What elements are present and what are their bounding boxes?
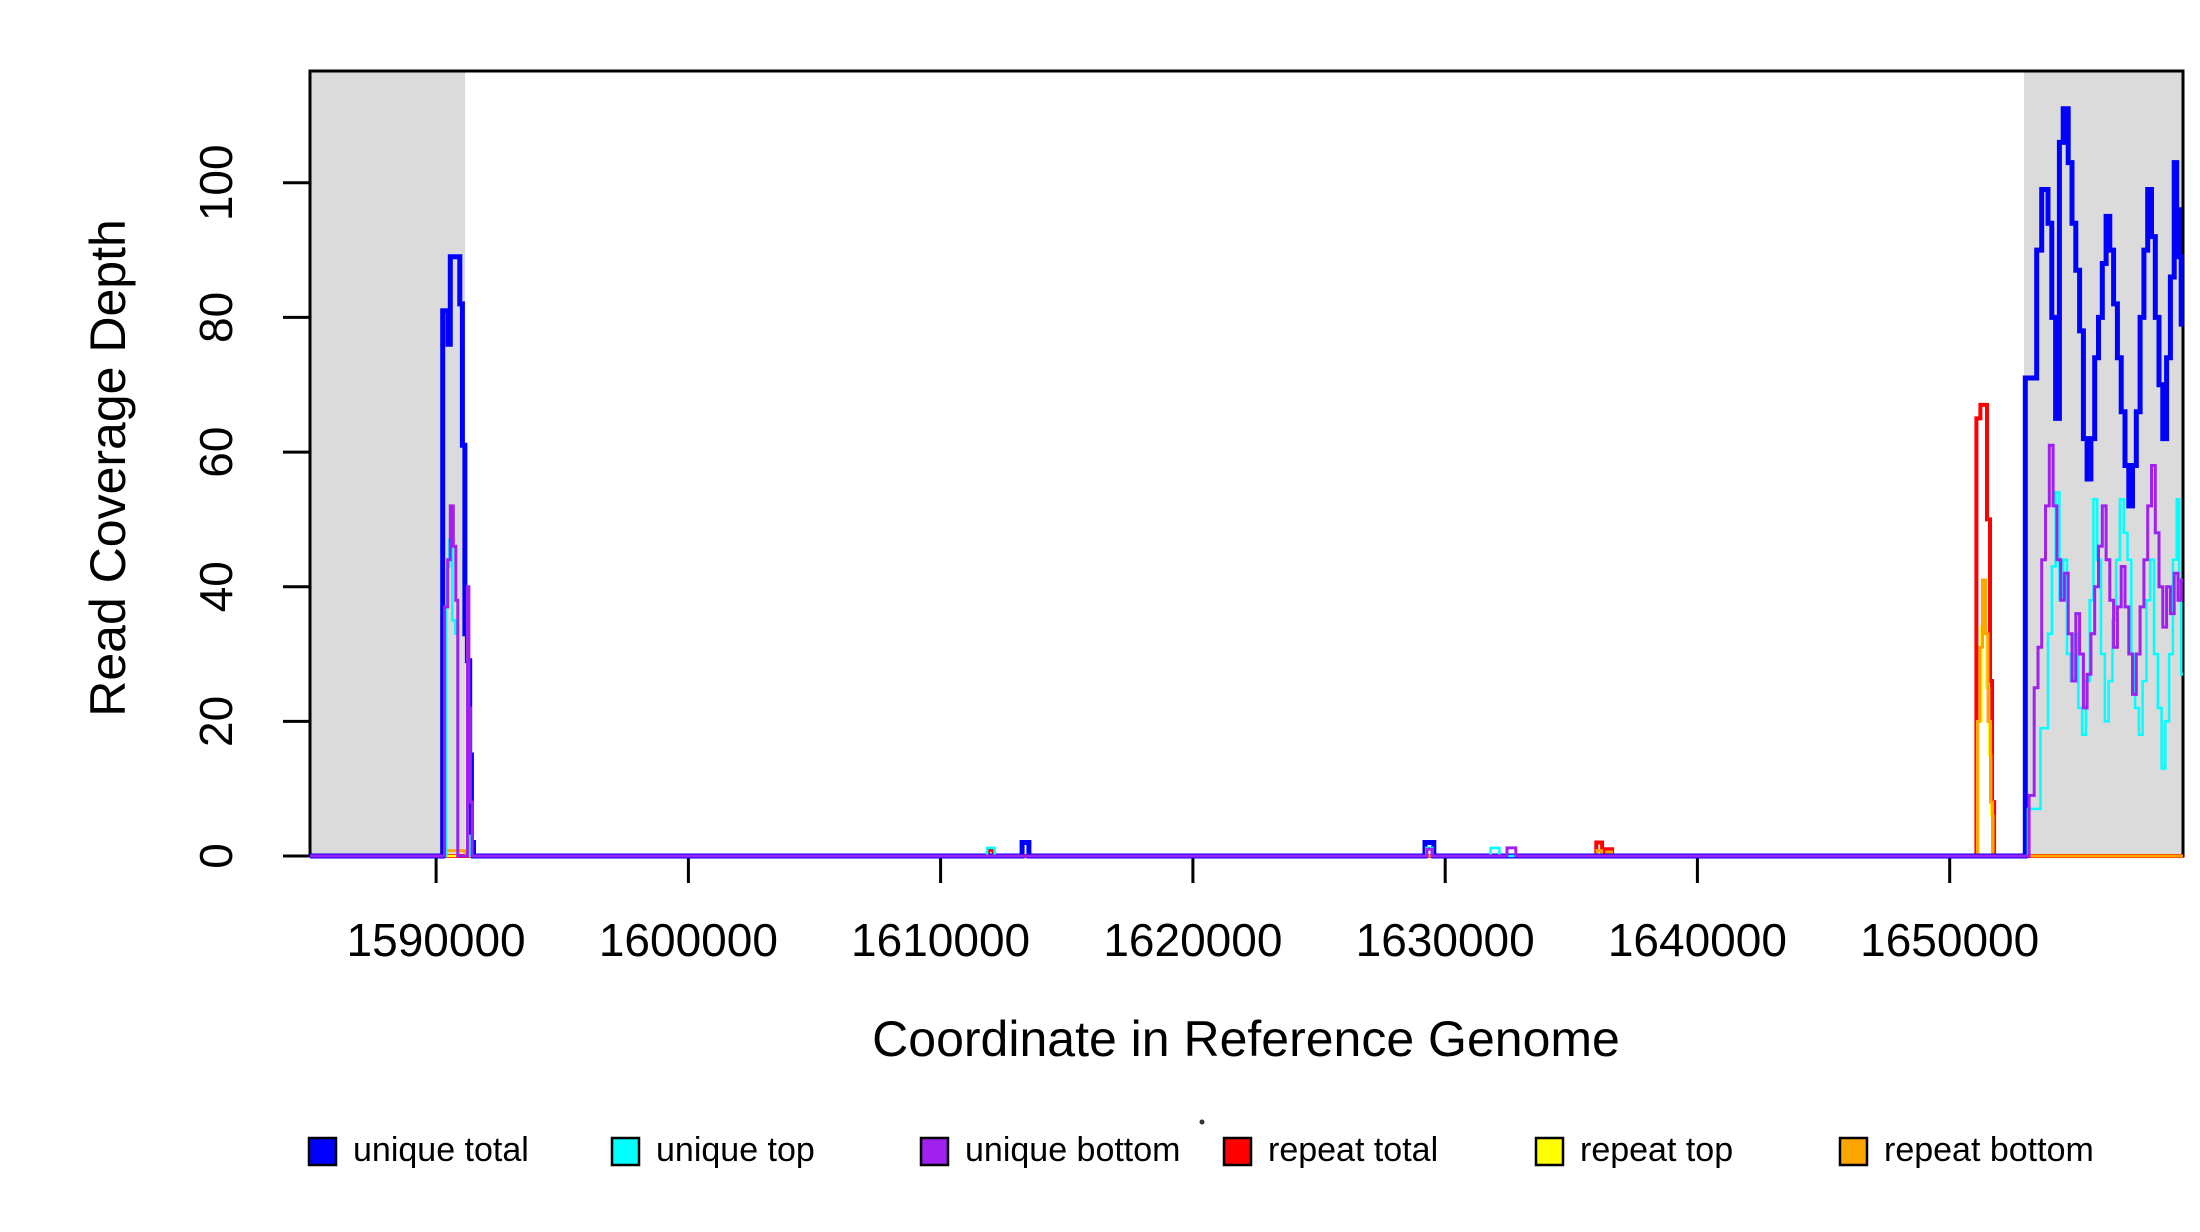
series-line-unique-top [310,491,2183,858]
series-line-repeat-bottom [310,578,2183,858]
plot-frame [308,69,2185,858]
legend-item-unique-top: unique top [610,1131,815,1169]
legend-label-repeat-total: repeat total [1268,1131,1438,1169]
legend-item-repeat-top: repeat top [1534,1131,1733,1169]
legend-swatch-unique-total [307,1136,338,1167]
x-tick-label: 1610000 [851,914,1030,966]
y-axis-title: Read Coverage Depth [80,219,136,717]
legend-label-unique-bottom: unique bottom [965,1131,1181,1169]
legend-swatch-repeat-top [1534,1136,1565,1167]
left-gray-region [310,71,466,856]
x-tick-label: 1600000 [599,914,778,966]
legend-item-unique-total: unique total [307,1131,529,1169]
y-tick-label: 80 [190,292,242,343]
stray-dot-artifact [1199,1119,1205,1125]
x-tick-label: 1590000 [347,914,526,966]
y-tick-label: 0 [190,843,242,869]
legend-swatch-unique-top [610,1136,641,1167]
legend-label-repeat-top: repeat top [1580,1131,1733,1169]
legend-swatch-unique-bottom [919,1136,950,1167]
legend-item-repeat-bottom: repeat bottom [1838,1131,2094,1169]
series-line-repeat-total [310,402,2183,858]
legend-label-repeat-bottom: repeat bottom [1884,1131,2094,1169]
legend-label-unique-total: unique total [353,1131,529,1169]
series-line-repeat-top [310,625,2183,858]
y-tick-label: 40 [190,561,242,612]
legend-item-repeat-total: repeat total [1222,1131,1438,1169]
legend-item-unique-bottom: unique bottom [919,1131,1181,1169]
coverage-figure: 1590000 1600000 1610000 1620000 1630000 16400… [40,16,2200,1216]
x-tick-label: 1620000 [1103,914,1282,966]
y-tick-label: 20 [190,696,242,747]
coverage-plot: 1590000 1600000 1610000 1620000 1630000 16400… [80,69,2185,1169]
x-axis-title: Coordinate in Reference Genome [872,1011,1620,1067]
x-tick-label: 1650000 [1860,914,2039,966]
legend-swatch-repeat-bottom [1838,1136,1869,1167]
legend: unique total unique top unique bottom repea… [307,1131,2094,1169]
series-line-unique-bottom [310,443,2183,858]
y-tick-label: 100 [190,144,242,221]
legend-swatch-repeat-total [1222,1136,1253,1167]
x-tick-label: 1630000 [1356,914,1535,966]
x-tick-label: 1640000 [1608,914,1787,966]
series-line-unique-total [310,106,2184,859]
legend-label-unique-top: unique top [656,1131,815,1169]
y-tick-label: 60 [190,427,242,478]
